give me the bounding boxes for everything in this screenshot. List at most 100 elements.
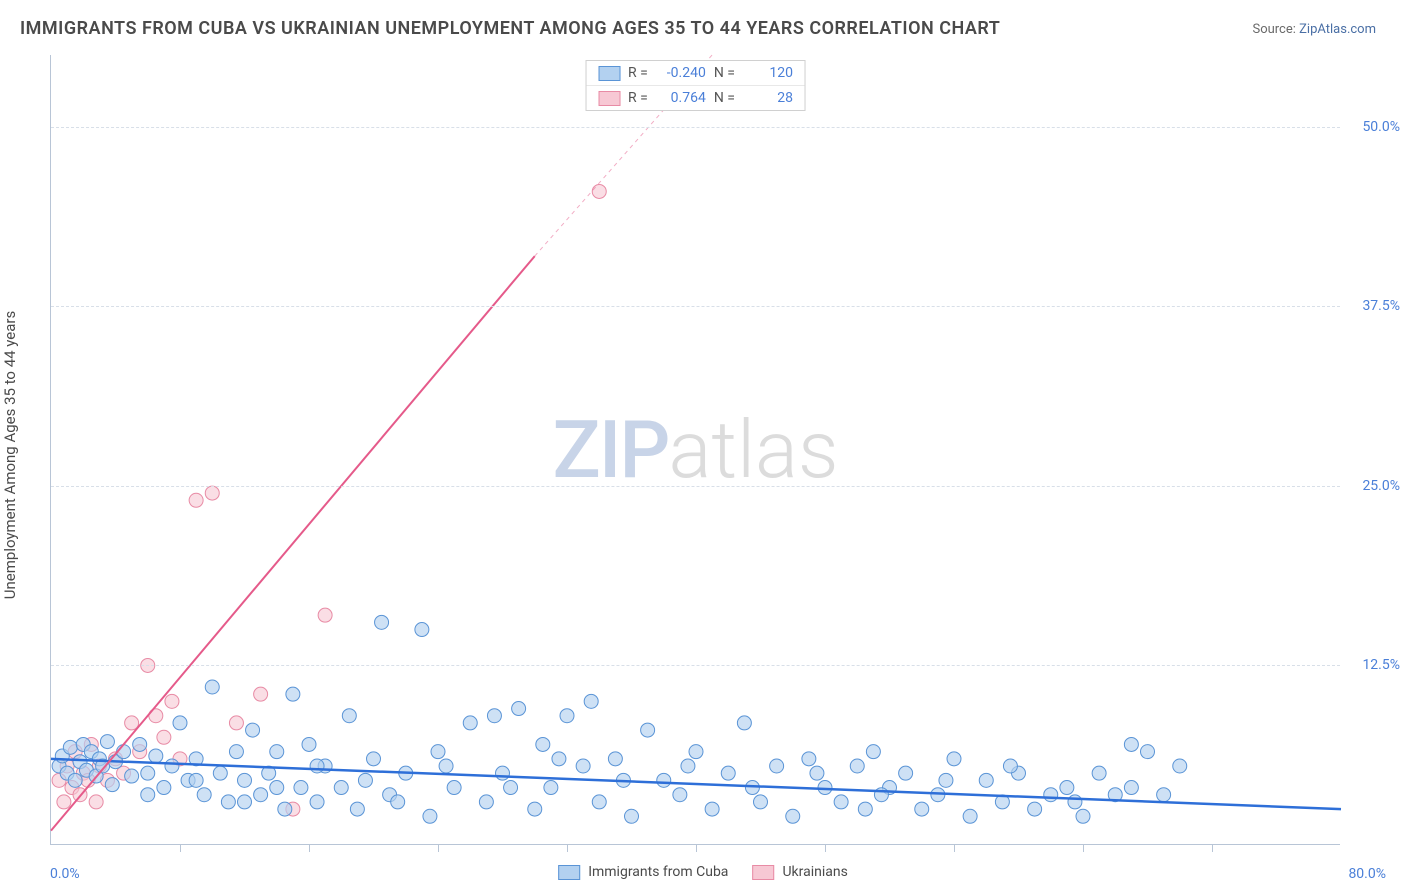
legend-item-ukrainians: Ukrainians — [752, 864, 847, 880]
data-point — [1092, 766, 1106, 780]
data-point — [165, 694, 179, 708]
data-point — [939, 773, 953, 787]
data-point — [68, 773, 82, 787]
data-point — [246, 723, 260, 737]
data-point — [512, 702, 526, 716]
data-point — [834, 795, 848, 809]
legend-item-cuba: Immigrants from Cuba — [558, 864, 728, 880]
data-point — [294, 781, 308, 795]
data-point — [858, 802, 872, 816]
x-max-label: 80.0% — [1348, 866, 1386, 882]
data-point — [197, 788, 211, 802]
data-point — [423, 809, 437, 823]
data-point — [189, 493, 203, 507]
data-point — [625, 809, 639, 823]
trendline-ukrainians — [51, 256, 535, 831]
data-point — [57, 795, 71, 809]
swatch-ukrainians-icon — [752, 865, 774, 880]
x-tick — [825, 844, 826, 852]
data-point — [592, 184, 606, 198]
data-point — [721, 766, 735, 780]
y-tick-label: 12.5% — [1362, 657, 1400, 673]
data-point — [375, 615, 389, 629]
data-point — [1044, 788, 1058, 802]
gridline — [51, 127, 1340, 128]
data-point — [584, 694, 598, 708]
data-point — [447, 781, 461, 795]
gridline — [51, 665, 1340, 666]
data-point — [963, 809, 977, 823]
data-point — [544, 781, 558, 795]
data-point — [641, 723, 655, 737]
data-point — [270, 781, 284, 795]
data-point — [431, 745, 445, 759]
swatch-cuba — [598, 66, 620, 81]
r-value-cuba: -0.240 — [656, 65, 706, 81]
data-point — [850, 759, 864, 773]
data-point — [318, 608, 332, 622]
data-point — [487, 709, 501, 723]
data-point — [221, 795, 235, 809]
swatch-cuba-icon — [558, 865, 580, 880]
source-attribution: Source: ZipAtlas.com — [1252, 22, 1376, 37]
data-point — [673, 788, 687, 802]
data-point — [576, 759, 590, 773]
data-point — [270, 745, 284, 759]
data-point — [705, 802, 719, 816]
data-point — [105, 778, 119, 792]
data-point — [1124, 781, 1138, 795]
x-tick — [954, 844, 955, 852]
data-point — [133, 737, 147, 751]
data-point — [310, 795, 324, 809]
data-point — [496, 766, 510, 780]
data-point — [334, 781, 348, 795]
data-point — [770, 759, 784, 773]
series-legend: Immigrants from Cuba Ukrainians — [558, 864, 848, 880]
data-point — [915, 802, 929, 816]
x-tick — [1083, 844, 1084, 852]
data-point — [63, 740, 77, 754]
gridline — [51, 486, 1340, 487]
chart-title: IMMIGRANTS FROM CUBA VS UKRAINIAN UNEMPL… — [20, 18, 1000, 39]
data-point — [205, 680, 219, 694]
data-point — [213, 766, 227, 780]
data-point — [173, 716, 187, 730]
data-point — [737, 716, 751, 730]
data-point — [947, 752, 961, 766]
data-point — [802, 752, 816, 766]
data-point — [100, 735, 114, 749]
data-point — [810, 766, 824, 780]
data-point — [786, 809, 800, 823]
data-point — [165, 759, 179, 773]
data-point — [229, 745, 243, 759]
source-link-text[interactable]: ZipAtlas.com — [1299, 22, 1376, 37]
data-point — [608, 752, 622, 766]
data-point — [157, 730, 171, 744]
source-label: Source: — [1252, 22, 1299, 37]
data-point — [125, 769, 139, 783]
data-point — [681, 759, 695, 773]
data-point — [149, 749, 163, 763]
plot-area: ZIPatlas R = -0.240 N = 120 R = 0.764 N … — [50, 55, 1340, 845]
data-point — [238, 795, 252, 809]
y-tick-label: 25.0% — [1362, 478, 1400, 494]
data-point — [141, 766, 155, 780]
legend-row-ukrainians: R = 0.764 N = 28 — [586, 85, 805, 110]
data-point — [1157, 788, 1171, 802]
legend-row-cuba: R = -0.240 N = 120 — [586, 61, 805, 85]
x-min-label: 0.0% — [50, 866, 80, 882]
data-point — [528, 802, 542, 816]
data-point — [1068, 795, 1082, 809]
data-point — [350, 802, 364, 816]
x-tick — [696, 844, 697, 852]
x-tick — [567, 844, 568, 852]
r-value-ukrainians: 0.764 — [656, 90, 706, 106]
n-value-ukrainians: 28 — [743, 90, 793, 106]
data-point — [1141, 745, 1155, 759]
data-point — [391, 795, 405, 809]
data-point — [157, 781, 171, 795]
data-point — [89, 795, 103, 809]
x-tick — [438, 844, 439, 852]
data-point — [286, 687, 300, 701]
data-point — [278, 802, 292, 816]
